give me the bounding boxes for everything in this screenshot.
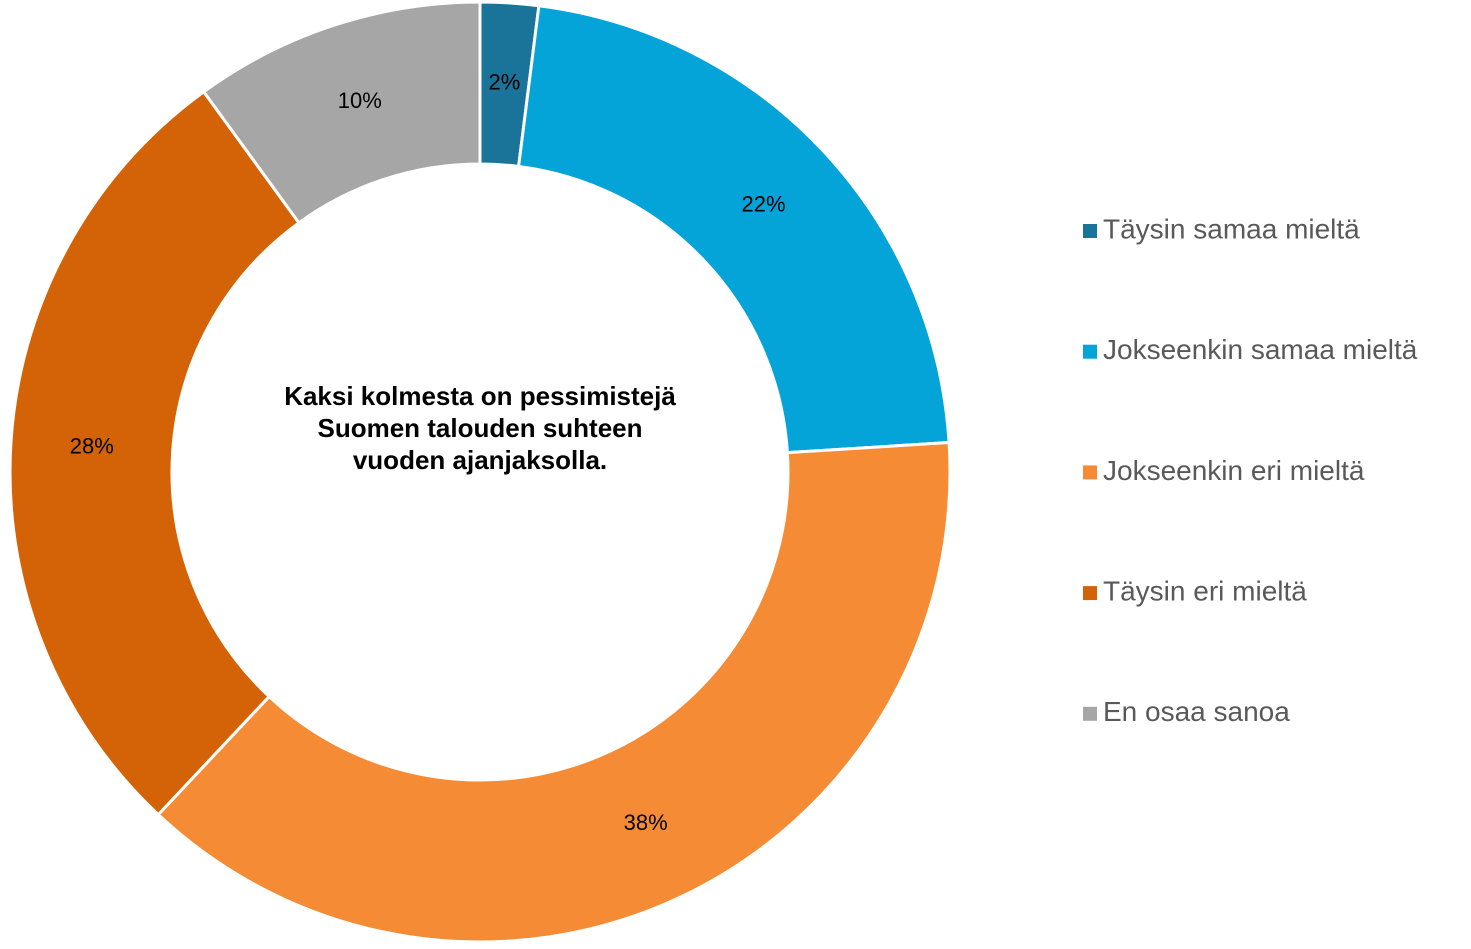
- legend-swatch: [1083, 706, 1097, 721]
- legend-swatch: [1083, 465, 1097, 480]
- donut-slice: [516, 4, 951, 455]
- donut-slice: [8, 89, 302, 817]
- legend-label: Täysin eri mieltä: [1103, 575, 1307, 606]
- data-label: 38%: [624, 810, 668, 835]
- data-label: 10%: [338, 88, 382, 113]
- center-annotation: Kaksi kolmesta on pessimistejä Suomen ta…: [284, 381, 676, 475]
- data-label: 2%: [489, 70, 521, 95]
- legend-label: Täysin samaa mieltä: [1103, 213, 1360, 244]
- data-label: 22%: [742, 192, 786, 217]
- legend-swatch: [1083, 224, 1097, 238]
- data-label: 28%: [70, 433, 114, 458]
- legend-label: Jokseenkin samaa mieltä: [1103, 334, 1418, 365]
- legend-label: En osaa sanoa: [1103, 696, 1290, 727]
- donut-slice: [201, 0, 482, 225]
- legend-label: Jokseenkin eri mieltä: [1103, 455, 1365, 486]
- legend-swatch: [1083, 586, 1097, 601]
- donut-slice: [156, 440, 952, 944]
- legend-swatch: [1083, 344, 1097, 359]
